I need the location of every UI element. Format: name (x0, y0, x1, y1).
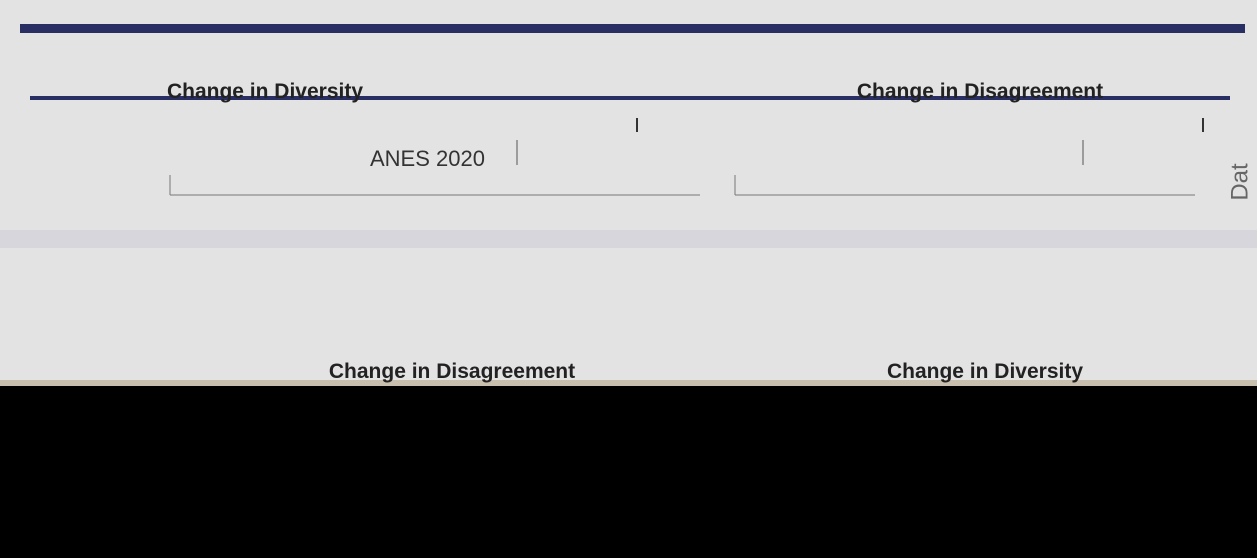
dataset-label: ANES 2020 (370, 146, 485, 172)
side-label: Dat (1227, 163, 1255, 200)
panel-title: Change in Disagreement (329, 360, 575, 384)
panel-title: Change in Disagreement (857, 80, 1103, 104)
black-area (0, 386, 1257, 558)
figure-lines (0, 0, 1257, 386)
screenshot: Change in Diversity Change in Disagreeme… (0, 0, 1257, 558)
figure-area: Change in Diversity Change in Disagreeme… (0, 0, 1257, 386)
panel-title: Change in Diversity (887, 360, 1083, 384)
band (0, 230, 1257, 248)
panel-title: Change in Diversity (167, 80, 363, 104)
title-band (20, 24, 1245, 33)
